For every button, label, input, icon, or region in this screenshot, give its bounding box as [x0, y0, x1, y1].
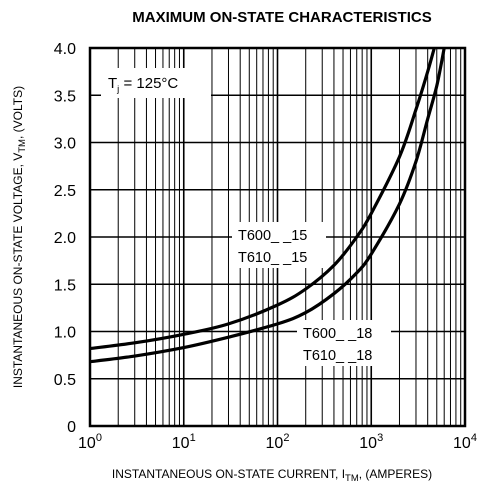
series-line-0	[89, 47, 436, 351]
plot-frame	[88, 46, 467, 428]
series-label-18-b: T610_ _18	[303, 348, 372, 364]
series-line-1	[89, 47, 446, 364]
annotation-box	[101, 68, 211, 98]
chart-title: MAXIMUM ON-STATE CHARACTERISTICS	[132, 9, 431, 26]
temperature-annotation: Tj = 125°C	[108, 75, 178, 95]
y-tick-label: 0.5	[54, 372, 76, 389]
x-tick-label: 102	[266, 432, 290, 452]
x-axis-label: INSTANTANEOUS ON-STATE CURRENT, ITM, (AM…	[112, 467, 432, 484]
y-tick-label: 2.5	[54, 183, 76, 200]
series-label-18-a: T600_ _18	[303, 326, 372, 342]
y-tick-label: 2.0	[54, 230, 76, 247]
x-tick-label: 104	[453, 432, 477, 452]
series-label-bg-15	[232, 222, 326, 268]
y-tick-label: 3.0	[54, 136, 76, 153]
x-tick-labels: 100 101 102 103 104	[78, 432, 477, 452]
y-tick-labels: 0 0.5 1.0 1.5 2.0 2.5 3.0 3.5 4.0	[54, 41, 76, 436]
x-tick-label: 103	[359, 432, 383, 452]
curves	[89, 47, 446, 364]
series-label-15-b: T610_ _15	[238, 250, 307, 266]
series-label-15-a: T600_ _15	[238, 228, 307, 244]
y-tick-label: 4.0	[54, 41, 76, 58]
y-tick-label: 3.5	[54, 88, 76, 105]
x-tick-label: 101	[172, 432, 196, 452]
series-label-bg-18	[297, 320, 391, 366]
y-tick-label: 0	[67, 419, 76, 436]
y-axis-label: INSTANTANEOUS ON-STATE VOLTAGE, VTM, (VO…	[11, 86, 28, 388]
y-tick-label: 1.0	[54, 325, 76, 342]
y-tick-label: 1.5	[54, 277, 76, 294]
x-tick-label: 100	[78, 432, 102, 452]
